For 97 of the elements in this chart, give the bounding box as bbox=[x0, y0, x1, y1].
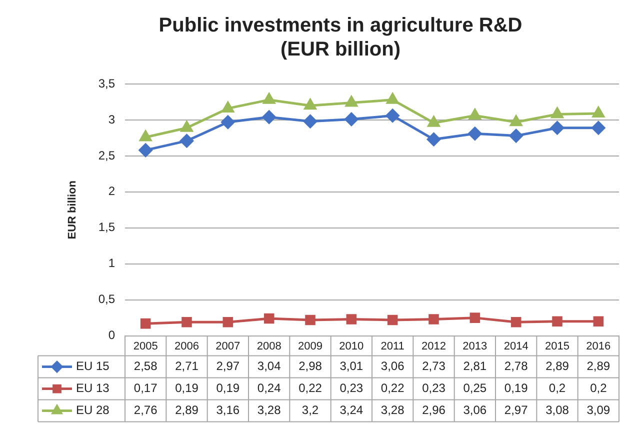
data-label: 2,58 bbox=[134, 359, 158, 374]
data-label: 2,71 bbox=[175, 359, 199, 374]
point bbox=[428, 314, 439, 324]
point bbox=[222, 316, 234, 328]
point bbox=[592, 106, 604, 118]
data-label: 2,81 bbox=[463, 359, 487, 374]
legend-label: EU 15 bbox=[76, 359, 110, 374]
x-tick-label: 2015 bbox=[545, 340, 570, 352]
point bbox=[262, 110, 276, 124]
data-label: 3,28 bbox=[380, 403, 405, 418]
point bbox=[180, 134, 194, 148]
data-label: 3,2 bbox=[302, 403, 319, 418]
data-label: 3,16 bbox=[216, 403, 240, 418]
data-label: 2,97 bbox=[504, 403, 528, 418]
data-label: 0,23 bbox=[340, 381, 364, 396]
data-label: 2,89 bbox=[175, 403, 199, 418]
point bbox=[551, 107, 564, 118]
point bbox=[345, 96, 358, 107]
data-label: 0,2 bbox=[548, 381, 566, 396]
point bbox=[305, 314, 316, 326]
point bbox=[468, 108, 481, 120]
y-tick-label: 2,5 bbox=[98, 148, 116, 162]
data-label: 3,09 bbox=[586, 403, 610, 418]
data-label: 2,98 bbox=[298, 359, 322, 374]
data-label: 0,2 bbox=[590, 381, 608, 396]
point bbox=[304, 114, 317, 128]
point bbox=[552, 316, 562, 327]
point bbox=[592, 121, 606, 135]
y-tick-label: 0 bbox=[108, 328, 116, 342]
point bbox=[182, 316, 192, 328]
point bbox=[263, 93, 276, 104]
data-label: 0,19 bbox=[216, 381, 240, 396]
data-label: 0,19 bbox=[175, 381, 199, 396]
data-label: 2,89 bbox=[586, 359, 610, 374]
x-tick-label: 2007 bbox=[216, 340, 240, 352]
data-label: 2,78 bbox=[504, 359, 528, 374]
point bbox=[428, 116, 440, 127]
y-tick-label: 1,5 bbox=[98, 220, 116, 234]
data-label: 3,24 bbox=[340, 403, 364, 418]
point bbox=[221, 115, 235, 129]
point bbox=[264, 313, 274, 324]
x-tick-label: 2006 bbox=[174, 340, 199, 352]
point bbox=[138, 143, 152, 157]
x-tick-label: 2012 bbox=[422, 340, 446, 352]
data-label: 0,24 bbox=[257, 381, 282, 396]
y-tick-label: 0,5 bbox=[98, 292, 116, 306]
data-label: 0,22 bbox=[380, 381, 405, 396]
data-label: 0,19 bbox=[504, 381, 528, 396]
data-label: 3,08 bbox=[546, 403, 570, 418]
point bbox=[386, 93, 399, 104]
point bbox=[222, 102, 234, 112]
point bbox=[304, 98, 316, 110]
data-label: 2,97 bbox=[216, 359, 240, 374]
y-tick-label: 1 bbox=[108, 256, 116, 270]
data-label: 3,06 bbox=[463, 403, 487, 418]
point bbox=[510, 316, 522, 328]
point bbox=[140, 130, 152, 142]
chart-title: Public investments in agriculture R&D (EUR billion) bbox=[158, 14, 522, 61]
x-tick-label: 2010 bbox=[339, 340, 364, 352]
x-tick-label: 2013 bbox=[462, 340, 488, 352]
data-label: 2,89 bbox=[546, 359, 570, 374]
point bbox=[140, 318, 151, 329]
data-label: 3,04 bbox=[257, 359, 282, 374]
y-tick-label: 3 bbox=[108, 112, 116, 126]
data-label: 2,76 bbox=[134, 403, 158, 418]
data-label: 0,23 bbox=[422, 381, 446, 396]
point bbox=[510, 115, 522, 126]
data-label: 3,28 bbox=[257, 403, 282, 418]
data-label: 0,22 bbox=[298, 381, 322, 396]
point bbox=[550, 121, 564, 135]
y-axis-title: EUR billion bbox=[66, 180, 79, 240]
point bbox=[387, 314, 398, 326]
x-tick-label: 2005 bbox=[133, 340, 158, 352]
point bbox=[593, 316, 604, 327]
x-tick-label: 2008 bbox=[256, 340, 282, 352]
data-label: 3,01 bbox=[340, 359, 364, 374]
y-tick-label: 2 bbox=[108, 184, 116, 198]
data-label: 2,96 bbox=[422, 403, 446, 418]
legend-label: EU 13 bbox=[76, 381, 110, 396]
point bbox=[427, 132, 440, 146]
data-label: 0,17 bbox=[134, 381, 158, 396]
x-tick-label: 2016 bbox=[586, 340, 611, 352]
data-label: 3,06 bbox=[380, 359, 405, 374]
point bbox=[346, 314, 357, 324]
y-tick-label: 3,5 bbox=[98, 76, 116, 90]
x-tick-label: 2009 bbox=[298, 340, 322, 352]
point bbox=[509, 129, 523, 143]
data-label: 2,73 bbox=[422, 359, 446, 374]
x-tick-label: 2014 bbox=[504, 340, 528, 352]
point bbox=[470, 312, 480, 323]
x-tick-label: 2011 bbox=[380, 340, 404, 352]
point bbox=[344, 112, 358, 126]
point bbox=[468, 126, 482, 140]
data-label: 0,25 bbox=[463, 381, 487, 396]
point bbox=[386, 108, 400, 122]
point bbox=[180, 121, 193, 132]
legend-label: EU 28 bbox=[76, 403, 110, 418]
